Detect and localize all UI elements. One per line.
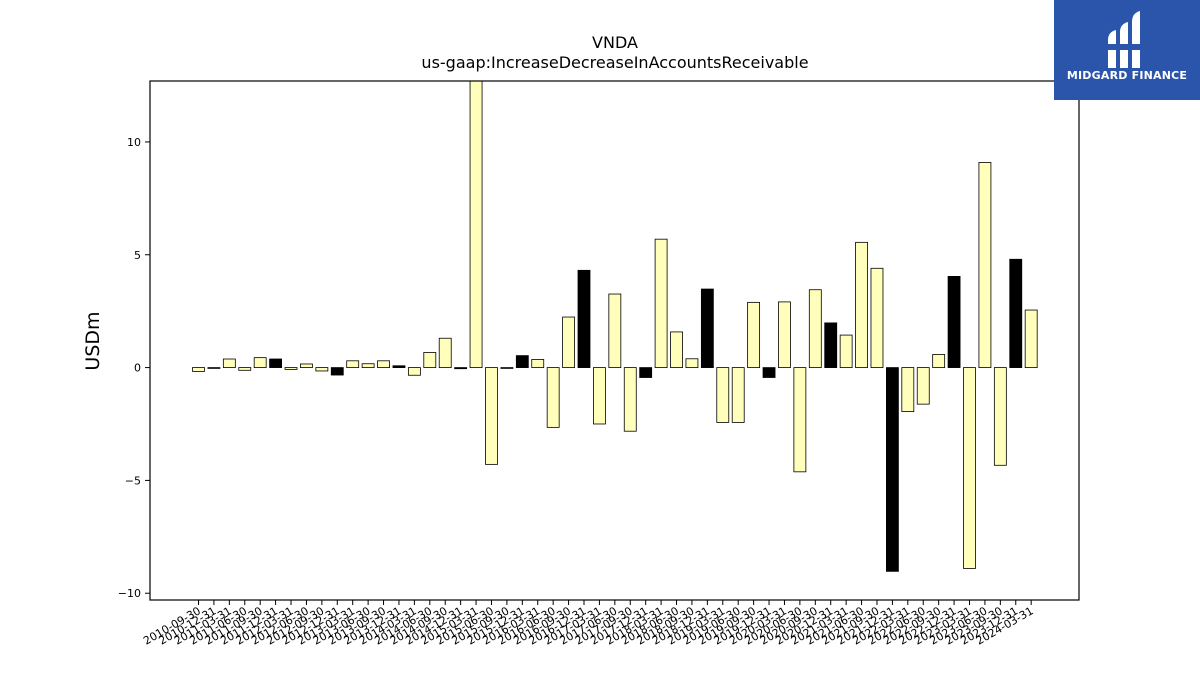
bar-2010-09-30 bbox=[192, 367, 205, 372]
bar-2014-12-31 bbox=[454, 367, 468, 370]
bar-2012-06-30 bbox=[300, 363, 313, 368]
y-tick-label: 5 bbox=[134, 249, 141, 262]
bar-2014-06-30 bbox=[423, 352, 437, 368]
bar-2011-03-31 bbox=[222, 358, 236, 368]
bar-2020-06-30 bbox=[793, 367, 807, 473]
y-tick-label: 10 bbox=[127, 136, 141, 149]
bar-2023-09-30 bbox=[993, 367, 1007, 466]
bar-2020-09-30 bbox=[808, 289, 822, 368]
bar-2018-12-31 bbox=[700, 288, 714, 368]
bar-2023-03-31 bbox=[963, 367, 976, 569]
bar-2017-03-31 bbox=[593, 367, 606, 425]
bar-2011-12-31 bbox=[269, 358, 283, 368]
bar-2018-03-31 bbox=[654, 238, 668, 368]
bar-2012-12-31 bbox=[330, 367, 344, 376]
bar-2020-12-31 bbox=[824, 322, 838, 368]
bar-2019-12-31 bbox=[762, 367, 776, 378]
bar-2021-06-30 bbox=[855, 241, 868, 368]
chart-title: VNDA bbox=[592, 33, 638, 52]
bar-2015-09-30 bbox=[500, 367, 514, 369]
bar-2023-12-31 bbox=[1009, 258, 1023, 368]
bar-2015-06-30 bbox=[485, 367, 498, 465]
brand-logo: MIDGARD FINANCE bbox=[1054, 0, 1200, 100]
y-tick-label: 0 bbox=[134, 362, 141, 375]
bar-2017-06-30 bbox=[608, 293, 622, 368]
bar-series bbox=[192, 80, 1038, 572]
bar-2015-03-31 bbox=[469, 80, 483, 368]
bar-2022-12-31 bbox=[947, 276, 961, 368]
bar-2016-03-31 bbox=[531, 359, 545, 368]
bar-2011-06-30 bbox=[238, 367, 252, 371]
bar-2018-09-30 bbox=[685, 358, 699, 368]
bar-2014-09-30 bbox=[438, 337, 452, 368]
bar-2022-06-30 bbox=[916, 367, 930, 405]
bar-2020-03-31 bbox=[778, 301, 791, 368]
bar-2022-03-31 bbox=[901, 367, 915, 412]
bar-2013-09-30 bbox=[377, 360, 390, 368]
bar-2013-06-30 bbox=[361, 363, 375, 368]
chart-subtitle: us-gaap:IncreaseDecreaseInAccountsReceiv… bbox=[421, 53, 808, 72]
bar-2021-03-31 bbox=[839, 334, 853, 368]
bar-2016-06-30 bbox=[546, 367, 560, 428]
bar-2016-12-31 bbox=[577, 269, 591, 368]
bar-2012-03-31 bbox=[284, 367, 298, 370]
y-tick-label: −5 bbox=[125, 474, 141, 487]
bar-2019-09-30 bbox=[747, 301, 761, 368]
bar-2017-12-31 bbox=[639, 367, 653, 378]
bar-2021-12-31 bbox=[886, 367, 899, 572]
bar-2017-09-30 bbox=[623, 367, 637, 432]
bar-2013-03-31 bbox=[346, 360, 360, 368]
bar-2021-09-30 bbox=[870, 267, 884, 368]
bar-2018-06-30 bbox=[670, 331, 683, 368]
plot-frame bbox=[149, 80, 1080, 601]
bar-2012-09-30 bbox=[315, 367, 329, 372]
bar-2022-09-30 bbox=[932, 354, 946, 368]
bar-2023-06-30 bbox=[978, 162, 992, 368]
bar-2010-12-31 bbox=[207, 367, 221, 369]
bar-2016-09-30 bbox=[562, 316, 575, 368]
x-axis-ticks: 2010-09-302010-12-312011-03-312011-06-30… bbox=[141, 600, 1036, 648]
bar-2019-03-31 bbox=[716, 367, 730, 423]
bar-2024-03-31 bbox=[1024, 309, 1038, 368]
bar-2014-03-31 bbox=[407, 367, 421, 376]
bar-2011-09-30 bbox=[253, 357, 267, 368]
bar-2019-06-30 bbox=[731, 367, 745, 423]
bar-2015-12-31 bbox=[515, 355, 529, 368]
y-axis-label: USDm bbox=[82, 311, 104, 370]
midgard-logo-icon bbox=[1106, 11, 1146, 68]
bar-2013-12-31 bbox=[392, 365, 406, 368]
y-axis-ticks: −10 −5 0 5 10 bbox=[118, 136, 150, 600]
brand-name: MIDGARD FINANCE bbox=[1066, 69, 1188, 82]
y-tick-label: −10 bbox=[118, 587, 141, 600]
